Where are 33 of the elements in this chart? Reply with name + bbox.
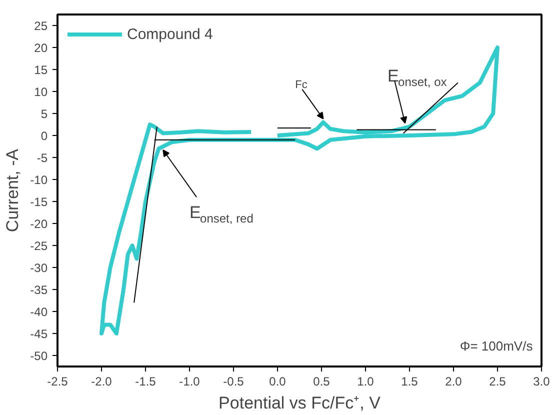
y-tick-label: -30 [30,261,48,275]
y-tick-label: -40 [30,305,48,319]
y-tick-label: -50 [30,349,48,363]
x-tick-label: -2.5 [47,374,68,388]
y-tick-label: 20 [34,41,48,55]
x-tick-label: -0.5 [223,374,244,388]
y-tick-label: -25 [30,239,48,253]
legend-label: Compound 4 [127,26,213,42]
y-axis-title: Current, -A [3,148,22,232]
x-tick-label: 3.0 [533,374,550,388]
x-tick-label: 0.0 [269,374,286,388]
x-tick-label: -2.0 [91,374,112,388]
y-tick-label: 5 [40,107,48,121]
y-tick-label: 10 [34,85,48,99]
x-tick-label: 1.0 [357,374,374,388]
y-tick-label: -45 [30,327,48,341]
x-tick-label: 1.5 [401,374,418,388]
x-tick-label: 2.0 [445,374,462,388]
annotation: Fc [295,78,308,91]
y-tick-label: 15 [34,63,48,77]
y-tick-label: -35 [30,283,48,297]
y-tick-label: -20 [30,217,48,231]
y-tick-label: -10 [30,173,48,187]
y-tick-label: 0 [40,129,48,143]
x-axis-title: Potential vs Fc/Fc⁺, V [218,394,382,412]
x-tick-label: -1.5 [135,374,156,388]
x-tick-label: 2.5 [489,374,506,388]
y-tick-label: -5 [36,151,48,165]
y-tick-label: 25 [34,19,48,33]
x-tick-label: 0.5 [313,374,330,388]
annotation: Φ= 100mV/s [460,338,534,354]
y-tick-label: -15 [30,195,48,209]
x-tick-label: -1.0 [179,374,200,388]
